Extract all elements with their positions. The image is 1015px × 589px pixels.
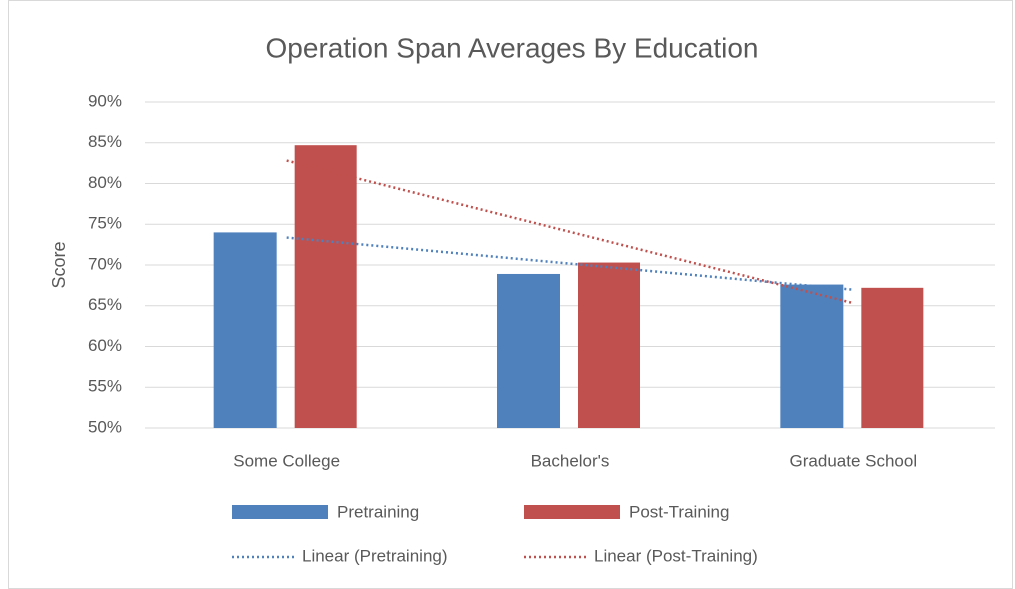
y-tick-label: 55% [88,377,122,396]
bar [861,287,924,428]
legend-label: Post-Training [629,502,729,521]
x-tick-label: Graduate School [790,451,918,470]
y-tick-label: 50% [88,417,122,436]
y-axis-label: Score [49,241,69,288]
trendline [286,159,854,305]
legend-swatch [524,505,620,519]
legend-label: Pretraining [337,502,419,521]
bar [578,262,640,428]
y-tick-label: 70% [88,254,122,273]
y-tick-label: 75% [88,214,122,233]
y-tick-label: 65% [88,295,122,314]
bar [497,273,560,428]
x-tick-label: Bachelor's [531,451,610,470]
bar [780,284,844,428]
y-tick-label: 85% [88,132,122,151]
y-tick-label: 90% [88,91,122,110]
y-tick-label: 60% [88,336,122,355]
bar [294,145,357,428]
legend-swatch [232,505,328,519]
x-tick-label: Some College [233,451,340,470]
chart-title: Operation Span Averages By Education [266,32,759,63]
bar [213,232,277,428]
y-tick-label: 80% [88,173,122,192]
legend-label: Linear (Post-Training) [594,546,758,565]
legend-label: Linear (Pretraining) [302,546,448,565]
